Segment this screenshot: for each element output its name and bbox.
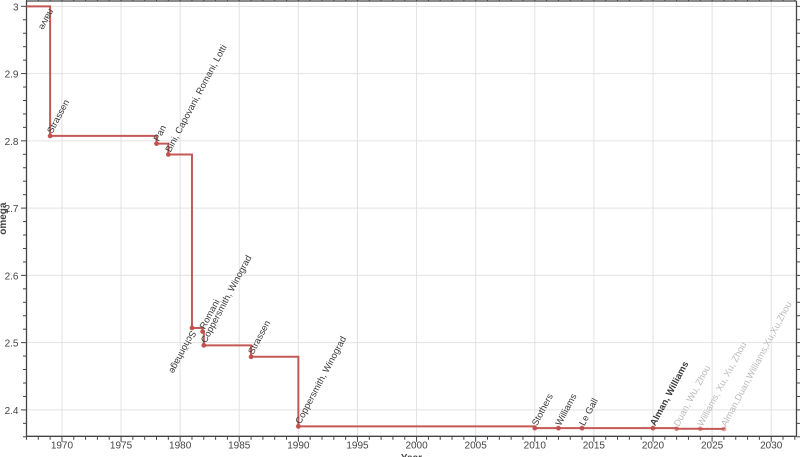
svg-text:2020: 2020	[642, 440, 665, 451]
svg-text:2000: 2000	[405, 440, 428, 451]
svg-text:2.6: 2.6	[5, 271, 19, 282]
svg-text:2005: 2005	[465, 440, 488, 451]
svg-text:2.5: 2.5	[5, 339, 19, 350]
svg-text:2.9: 2.9	[5, 70, 19, 81]
svg-text:1995: 1995	[346, 440, 369, 451]
svg-text:2030: 2030	[760, 440, 783, 451]
svg-text:1975: 1975	[110, 440, 133, 451]
svg-text:omega: omega	[0, 202, 9, 235]
svg-text:1980: 1980	[169, 440, 192, 451]
svg-text:3: 3	[13, 2, 19, 13]
svg-text:1990: 1990	[287, 440, 310, 451]
svg-text:1970: 1970	[51, 440, 74, 451]
svg-text:2010: 2010	[524, 440, 547, 451]
svg-text:2015: 2015	[583, 440, 606, 451]
svg-text:2025: 2025	[701, 440, 724, 451]
svg-text:2.8: 2.8	[5, 137, 19, 148]
svg-text:1985: 1985	[228, 440, 251, 451]
svg-text:Year: Year	[401, 453, 422, 457]
svg-text:2.4: 2.4	[5, 406, 19, 417]
